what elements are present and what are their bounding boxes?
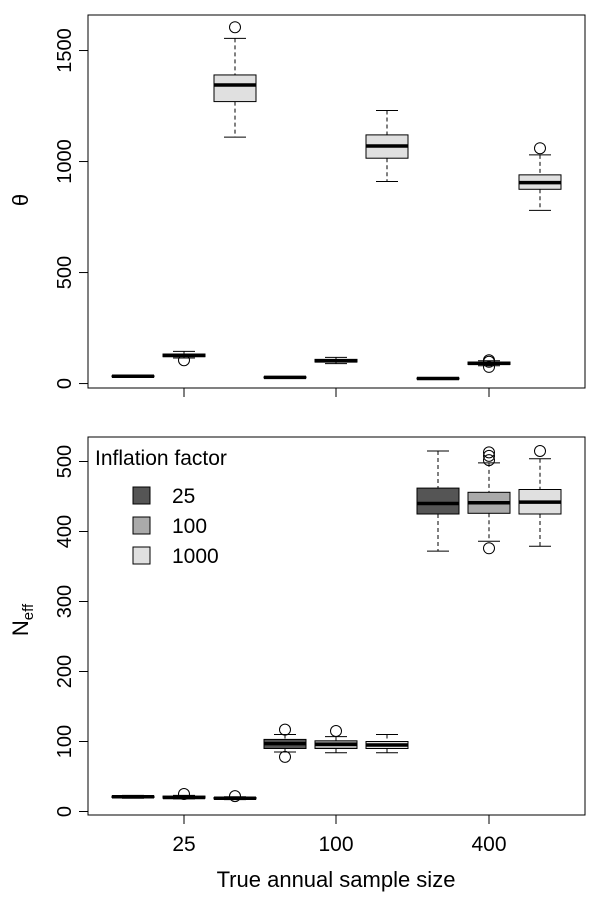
neff-box-400-series-100 — [467, 446, 511, 555]
theta-boxes — [111, 21, 562, 381]
theta-box-400-series-1000 — [518, 142, 562, 211]
x-tick-label: 100 — [318, 833, 353, 856]
theta-box-400-series-100 — [467, 354, 511, 373]
neff-box-25-series-100 — [162, 788, 206, 800]
legend-item-25: 25 — [132, 485, 195, 508]
outlier-point — [229, 790, 241, 803]
theta-box-25-series-25 — [111, 374, 155, 378]
neff-boxes — [111, 445, 562, 803]
outlier-point — [178, 354, 190, 367]
legend-label-100: 100 — [172, 515, 207, 538]
neff-y-tick-label: 500 — [54, 445, 76, 478]
outlier-point — [279, 723, 291, 736]
legend-item-1000: 1000 — [132, 545, 219, 568]
outlier-point — [483, 354, 495, 367]
theta-y-tick-label: 1500 — [54, 28, 76, 73]
neff-box-400-series-25 — [416, 450, 460, 552]
outlier-point — [330, 725, 342, 737]
theta-box-400-series-25 — [416, 376, 460, 381]
outlier-point — [534, 142, 546, 155]
outlier-point — [229, 21, 241, 34]
neff-y-axis-label-sub: eff — [20, 603, 37, 620]
theta-plot-frame — [87, 14, 586, 389]
neff-y-tick-label: 100 — [54, 725, 76, 758]
neff-box-100-series-100 — [314, 725, 358, 754]
legend: Inflation factor 25 100 1000 — [95, 447, 227, 568]
legend-label-1000: 1000 — [172, 545, 219, 568]
legend-swatch-100 — [132, 516, 151, 535]
neff-y-tick-label: 400 — [54, 515, 76, 548]
x-tick-label: 25 — [172, 833, 195, 856]
legend-swatch-1000 — [132, 546, 151, 565]
legend-label-25: 25 — [172, 485, 195, 508]
box-iqr — [416, 487, 460, 515]
neff-panel: Neff 0 100 200 300 400 500 25 100 400 Inflation … — [8, 436, 586, 856]
box-iqr — [213, 74, 257, 103]
outlier-point — [178, 788, 190, 800]
outlier-point — [279, 750, 291, 763]
outlier-point — [483, 542, 495, 555]
theta-box-25-series-100 — [162, 350, 206, 367]
neff-box-100-series-1000 — [365, 734, 409, 754]
theta-box-25-series-1000 — [213, 21, 257, 138]
outlier-point — [483, 360, 495, 373]
legend-swatch-25 — [132, 486, 151, 505]
outlier-point — [483, 449, 495, 462]
outlier-point — [534, 445, 546, 457]
legend-item-100: 100 — [132, 515, 207, 538]
neff-box-25-series-25 — [111, 794, 155, 799]
theta-y-axis-label: θ — [8, 194, 33, 206]
neff-y-axis-label: Neff — [8, 603, 37, 636]
x-axis-label: True annual sample size — [217, 867, 456, 892]
theta-box-100-series-25 — [263, 375, 307, 380]
outlier-point — [483, 446, 495, 459]
neff-axes: 0 100 200 300 400 500 25 100 400 — [54, 445, 507, 856]
x-tick-label: 400 — [471, 833, 506, 856]
legend-title: Inflation factor — [95, 447, 227, 470]
theta-y-tick-label: 1000 — [54, 139, 76, 184]
neff-box-100-series-25 — [263, 723, 307, 763]
neff-box-25-series-1000 — [213, 790, 257, 803]
theta-panel: θ 0 500 1000 1500 — [8, 14, 586, 397]
theta-box-100-series-100 — [314, 356, 358, 365]
theta-box-100-series-1000 — [365, 109, 409, 183]
neff-box-400-series-1000 — [518, 445, 562, 547]
neff-y-tick-label: 300 — [54, 585, 76, 618]
theta-y-tick-label: 500 — [54, 256, 76, 289]
outlier-point — [483, 454, 495, 467]
neff-y-tick-label: 200 — [54, 655, 76, 688]
neff-y-tick-label: 0 — [54, 806, 76, 817]
neff-y-axis-label-main: N — [8, 620, 33, 636]
theta-axes: 0 500 1000 1500 — [54, 28, 490, 397]
theta-y-tick-label: 0 — [54, 378, 76, 389]
